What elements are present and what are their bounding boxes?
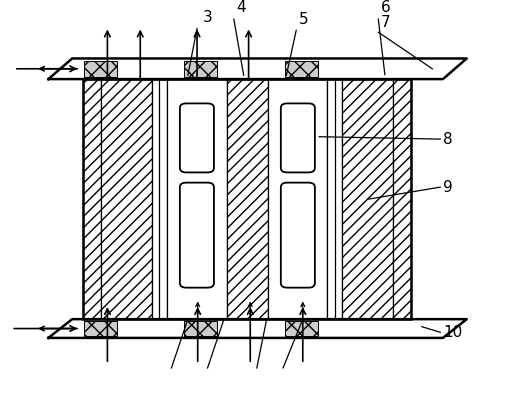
Bar	[84, 321, 117, 336]
Bar	[167, 79, 227, 319]
FancyBboxPatch shape	[281, 183, 315, 288]
Bar	[101, 79, 152, 319]
Bar	[184, 61, 217, 77]
Text: 8: 8	[443, 132, 452, 147]
Text: 3: 3	[202, 10, 212, 25]
Text: 10: 10	[443, 325, 462, 340]
Bar	[83, 79, 101, 319]
Text: 9: 9	[443, 180, 452, 195]
Bar	[393, 79, 411, 319]
Polygon shape	[48, 59, 467, 79]
Text: 6: 6	[381, 0, 391, 15]
FancyBboxPatch shape	[180, 103, 214, 173]
Bar	[184, 321, 217, 336]
Bar	[84, 61, 117, 77]
Text: 4: 4	[236, 0, 246, 15]
Bar	[83, 79, 411, 319]
Bar	[285, 321, 318, 336]
FancyBboxPatch shape	[281, 103, 315, 173]
FancyBboxPatch shape	[180, 183, 214, 288]
Text: 5: 5	[299, 11, 309, 27]
Bar	[83, 79, 411, 319]
Bar	[227, 79, 268, 319]
Text: 7: 7	[381, 15, 391, 30]
Bar	[152, 79, 167, 319]
Polygon shape	[48, 319, 467, 338]
Bar	[285, 61, 318, 77]
Bar	[328, 79, 342, 319]
Bar	[342, 79, 393, 319]
Bar	[268, 79, 328, 319]
